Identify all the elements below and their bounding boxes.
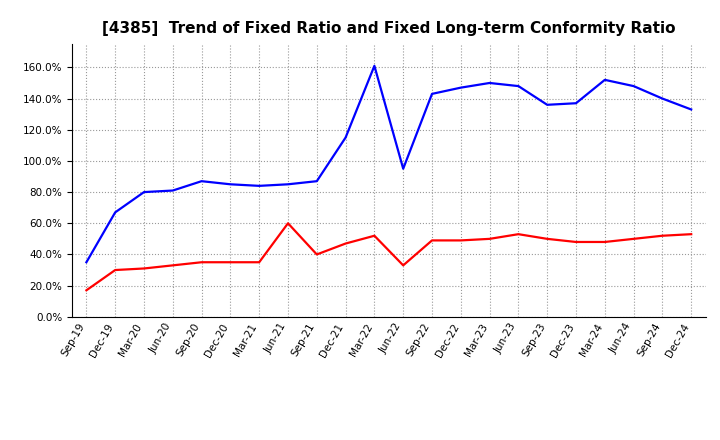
Fixed Ratio [312,179,321,184]
Fixed Long-term Conformity Ratio [485,236,494,242]
Fixed Long-term Conformity Ratio [226,260,235,265]
Fixed Ratio [140,190,148,195]
Fixed Ratio [456,85,465,90]
Fixed Long-term Conformity Ratio [82,288,91,293]
Fixed Long-term Conformity Ratio [514,231,523,237]
Fixed Long-term Conformity Ratio [687,231,696,237]
Fixed Ratio [226,182,235,187]
Fixed Long-term Conformity Ratio [312,252,321,257]
Fixed Long-term Conformity Ratio [600,239,609,245]
Fixed Long-term Conformity Ratio [399,263,408,268]
Title: [4385]  Trend of Fixed Ratio and Fixed Long-term Conformity Ratio: [4385] Trend of Fixed Ratio and Fixed Lo… [102,21,675,36]
Fixed Long-term Conformity Ratio [168,263,177,268]
Fixed Long-term Conformity Ratio [111,268,120,273]
Fixed Long-term Conformity Ratio [572,239,580,245]
Fixed Ratio [543,102,552,107]
Fixed Long-term Conformity Ratio [197,260,206,265]
Fixed Ratio [485,81,494,86]
Fixed Ratio [111,210,120,215]
Fixed Ratio [572,101,580,106]
Fixed Long-term Conformity Ratio [255,260,264,265]
Fixed Long-term Conformity Ratio [341,241,350,246]
Fixed Ratio [600,77,609,82]
Fixed Ratio [514,84,523,89]
Fixed Ratio [168,188,177,193]
Line: Fixed Ratio: Fixed Ratio [86,66,691,262]
Fixed Long-term Conformity Ratio [543,236,552,242]
Fixed Ratio [687,107,696,112]
Fixed Ratio [428,91,436,96]
Fixed Long-term Conformity Ratio [284,220,292,226]
Fixed Ratio [658,96,667,101]
Fixed Ratio [284,182,292,187]
Line: Fixed Long-term Conformity Ratio: Fixed Long-term Conformity Ratio [86,223,691,290]
Fixed Ratio [399,166,408,171]
Fixed Ratio [341,135,350,140]
Fixed Long-term Conformity Ratio [629,236,638,242]
Fixed Ratio [629,84,638,89]
Fixed Long-term Conformity Ratio [658,233,667,238]
Fixed Long-term Conformity Ratio [370,233,379,238]
Fixed Long-term Conformity Ratio [140,266,148,271]
Fixed Long-term Conformity Ratio [428,238,436,243]
Fixed Ratio [197,179,206,184]
Fixed Ratio [255,183,264,188]
Fixed Ratio [370,63,379,69]
Fixed Ratio [82,260,91,265]
Fixed Long-term Conformity Ratio [456,238,465,243]
